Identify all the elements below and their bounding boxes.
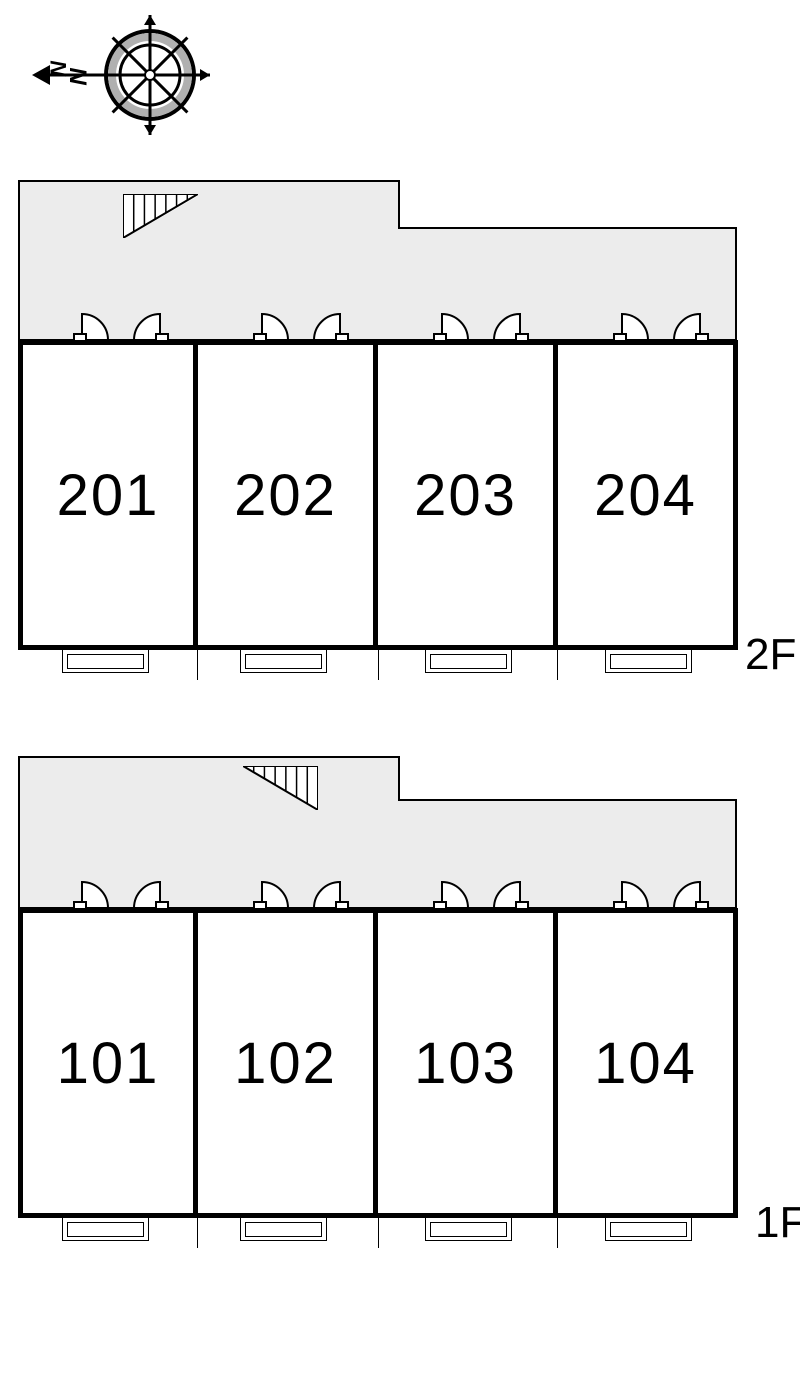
balcony-2F-3 <box>605 650 692 673</box>
wall-stem-1F-2 <box>557 1218 558 1248</box>
wall-stem-2F-2 <box>557 650 558 680</box>
unit-row-2F: 201202203204 <box>18 340 738 650</box>
unit-row-1F: 101102103104 <box>18 908 738 1218</box>
balcony-1F-3 <box>605 1218 692 1241</box>
unit-104: 104 <box>558 908 738 1218</box>
unit-103: 103 <box>378 908 558 1218</box>
stair-icon-2F <box>123 194 198 243</box>
floor-label-1F: 1F <box>755 1198 800 1248</box>
unit-204: 204 <box>558 340 738 650</box>
balcony-1F-1 <box>240 1218 327 1241</box>
floor-1F: 101102103104 1F <box>0 756 800 1316</box>
floor-2F: 2012022032042F <box>0 180 800 740</box>
wall-stem-2F-1 <box>378 650 379 680</box>
floor-label-2F: 2F <box>745 630 796 680</box>
balcony-2F-2 <box>425 650 512 673</box>
wall-stem-1F-0 <box>197 1218 198 1248</box>
unit-101: 101 <box>18 908 198 1218</box>
wall-stem-1F-1 <box>378 1218 379 1248</box>
balcony-1F-2 <box>425 1218 512 1241</box>
stair-icon-1F <box>243 766 318 815</box>
balcony-1F-0 <box>62 1218 149 1241</box>
unit-203: 203 <box>378 340 558 650</box>
wall-stem-2F-0 <box>197 650 198 680</box>
balcony-2F-1 <box>240 650 327 673</box>
balcony-2F-0 <box>62 650 149 673</box>
unit-202: 202 <box>198 340 378 650</box>
unit-102: 102 <box>198 908 378 1218</box>
compass-north-label: N <box>66 68 94 85</box>
unit-201: 201 <box>18 340 198 650</box>
